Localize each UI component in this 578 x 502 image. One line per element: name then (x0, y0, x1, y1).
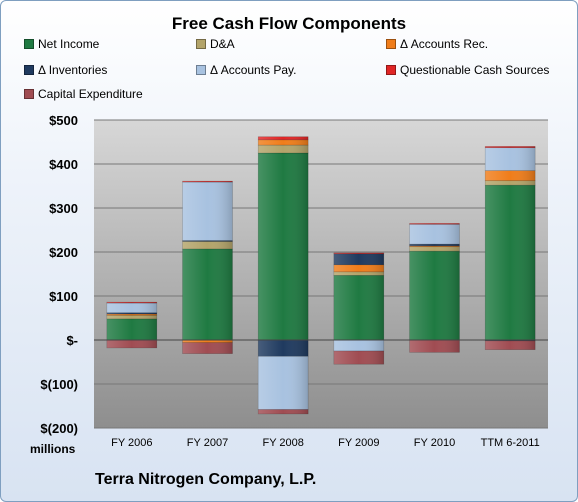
legend-item: Δ Accounts Rec. (386, 36, 488, 52)
y-tick-label: $300 (49, 201, 78, 216)
bar-segment-shading (182, 342, 233, 354)
bar-segment-shading (409, 223, 460, 225)
bar-segment-shading (409, 224, 460, 245)
bar-segment-shading (409, 340, 460, 353)
bar-segment-shading (106, 303, 157, 313)
bar-segment-shading (485, 146, 536, 148)
bar-segment-shading (333, 264, 384, 272)
legend-label: Net Income (38, 37, 100, 51)
bar-segment-shading (258, 340, 309, 357)
company-name: Terra Nitrogen Company, L.P. (95, 471, 317, 488)
bar-segment-shading (106, 315, 157, 319)
legend-label: Questionable Cash Sources (400, 63, 550, 77)
y-tick-label: $(100) (40, 377, 78, 392)
bar-segment-shading (258, 356, 309, 410)
bar-segment-shading (333, 340, 384, 351)
legend-item: Δ Inventories (24, 62, 107, 78)
y-tick-label: $400 (49, 157, 78, 172)
legend-item: Δ Accounts Pay. (196, 62, 297, 78)
y-tick-label: $(200) (40, 421, 78, 436)
x-tick-label: FY 2006 (111, 437, 152, 449)
legend-swatch (24, 65, 34, 75)
legend-item: Questionable Cash Sources (386, 62, 549, 78)
bar-segment-shading (409, 246, 460, 252)
y-tick-label: $100 (49, 289, 78, 304)
legend-item: D&A (196, 36, 235, 52)
bar-segment-shading (485, 170, 536, 181)
legend-swatch (386, 39, 396, 49)
bar-segment-shading (409, 251, 460, 340)
chart-title: Free Cash Flow Components (171, 14, 407, 33)
legend-label: Capital Expenditure (38, 87, 143, 101)
bar-segment-shading (182, 241, 233, 249)
bar-segment-shading (258, 145, 309, 153)
bar-segment-shading (182, 240, 233, 242)
bar-segment-shading (409, 245, 460, 247)
bar-segment-shading (485, 180, 536, 186)
bar-segment-shading (106, 340, 157, 348)
bar-segment-shading (106, 314, 157, 316)
x-tick-label: FY 2007 (187, 437, 228, 449)
bar-segment-shading (106, 312, 157, 315)
bar-segment-shading (106, 318, 157, 340)
bar-segment-shading (258, 139, 309, 146)
legend-swatch (196, 39, 206, 49)
legend-label: Δ Accounts Rec. (400, 37, 489, 51)
bar-segment-shading (258, 409, 309, 414)
bar-segment-shading (182, 182, 233, 241)
y-tick-label: $200 (49, 245, 78, 260)
x-tick-label: FY 2009 (338, 437, 379, 449)
bar-segment-shading (333, 252, 384, 254)
legend-swatch (24, 39, 34, 49)
y-tick-label: $- (66, 333, 78, 348)
x-tick-label: TTM 6-2011 (481, 437, 540, 449)
bar-segment-shading (258, 136, 309, 140)
bar-segment-shading (485, 185, 536, 340)
legend-swatch (386, 65, 396, 75)
legend-swatch (24, 89, 34, 99)
bar-segment-shading (106, 302, 157, 304)
legend-label: Δ Inventories (38, 63, 108, 77)
x-tick-label: FY 2010 (414, 437, 455, 449)
bar-segment-shading (258, 153, 309, 340)
bar-segment-shading (409, 244, 460, 246)
bar-segment-shading (333, 275, 384, 340)
legend-swatch (196, 65, 206, 75)
legend-label: D&A (210, 37, 235, 51)
bar-segment-shading (182, 181, 233, 183)
legend-label: Δ Accounts Pay. (210, 63, 297, 77)
x-tick-label: FY 2008 (262, 437, 303, 449)
bar-segment-shading (182, 340, 233, 343)
bar-segment-shading (485, 340, 536, 350)
bar-segment-shading (333, 351, 384, 365)
legend-item: Capital Expenditure (24, 86, 143, 102)
plot-area (94, 120, 548, 428)
y-tick-label: $500 (49, 113, 78, 128)
legend-item: Net Income (24, 36, 99, 52)
bar-segment-shading (182, 248, 233, 340)
bar-segment-shading (333, 253, 384, 265)
units-label: millions (30, 442, 76, 456)
bar-segment-shading (485, 147, 536, 171)
bar-segment-shading (333, 271, 384, 276)
